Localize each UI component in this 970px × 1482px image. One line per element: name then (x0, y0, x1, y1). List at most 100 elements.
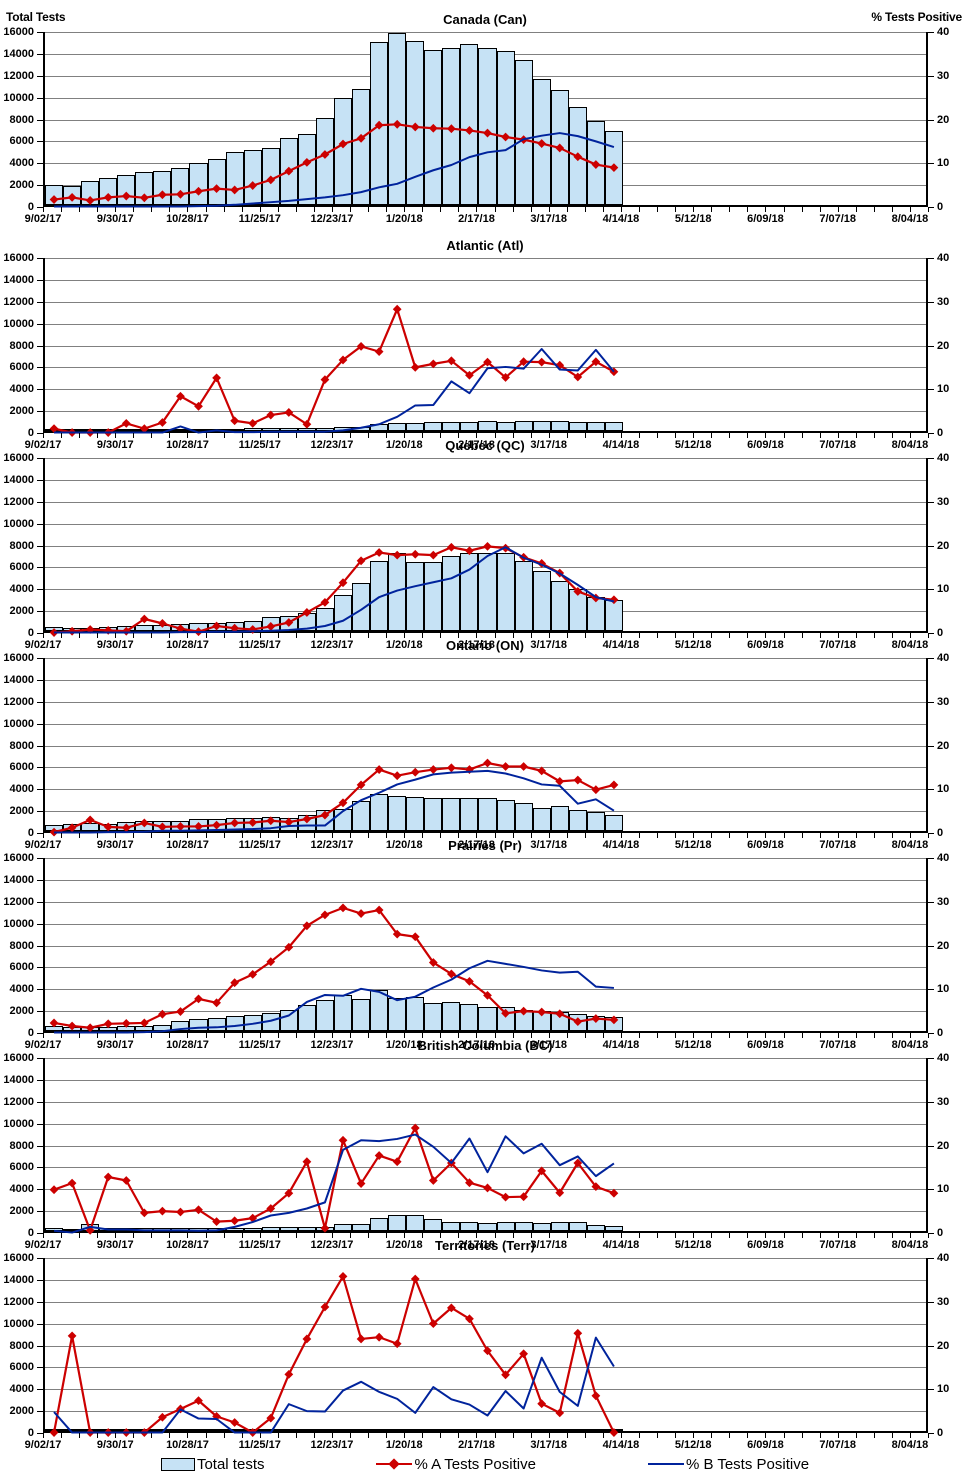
x-tick (277, 1033, 279, 1038)
x-tick (548, 207, 550, 212)
bar-swatch-icon (160, 1457, 195, 1471)
y-label-right: 0 (937, 1427, 944, 1439)
x-tick (783, 1033, 785, 1038)
x-axis-label: 9/30/17 (96, 439, 134, 451)
gridline (45, 680, 926, 681)
bar (388, 423, 407, 431)
x-axis-label: 12/23/17 (310, 639, 354, 651)
x-tick (891, 1433, 893, 1438)
y-tick-right (928, 546, 934, 547)
x-tick (675, 1033, 677, 1038)
legend-item-a-positive: % A Tests Positive (376, 1456, 536, 1473)
y-tick-right (928, 76, 934, 77)
x-tick (79, 833, 81, 838)
x-tick (602, 1433, 604, 1438)
x-tick (43, 207, 44, 212)
x-axis-label: 6/09/18 (747, 1439, 784, 1451)
y-tick-left (37, 1211, 43, 1212)
x-axis-label: 1/20/18 (385, 439, 423, 451)
x-tick (295, 1233, 297, 1238)
bar (225, 429, 244, 431)
bar (586, 1429, 605, 1431)
series-a-marker (392, 550, 402, 560)
x-axis-label: 8/04/18 (891, 1239, 929, 1251)
bar (315, 428, 334, 431)
series-a-marker (230, 1418, 240, 1427)
x-axis-label: 10/28/17 (166, 439, 209, 451)
legend-label-b-positive: % B Tests Positive (685, 1455, 810, 1473)
series-a-marker (483, 1346, 492, 1356)
series-a-marker (428, 958, 438, 967)
x-axis-label: 2/17/18 (458, 839, 495, 851)
x-tick (115, 633, 117, 638)
series-a-line (52, 1275, 615, 1434)
gridline (45, 324, 926, 325)
x-tick (241, 433, 243, 438)
x-tick (783, 433, 785, 438)
y-label-left: 0 (27, 427, 34, 439)
y-tick-left (37, 1124, 43, 1125)
x-tick (855, 1233, 857, 1238)
bar (406, 1215, 425, 1231)
x-tick (801, 1233, 803, 1238)
bar (243, 428, 262, 431)
x-tick (205, 207, 207, 212)
x-tick (331, 1233, 333, 1238)
bar (171, 167, 190, 205)
series-a-marker (501, 373, 510, 382)
x-tick (783, 1233, 785, 1238)
series-a-marker (338, 578, 348, 588)
series-a-marker (85, 1023, 95, 1033)
x-tick (187, 633, 189, 638)
series-a-line (53, 308, 615, 434)
y-tick-left (37, 32, 43, 33)
series-a-marker (121, 823, 131, 833)
bar (478, 1006, 497, 1031)
series-a-marker (212, 184, 221, 194)
x-axis-label: 8/04/18 (891, 213, 929, 225)
x-tick (801, 207, 803, 212)
x-tick (747, 833, 749, 838)
x-tick (331, 1433, 333, 1438)
x-axis-label: 3/17/18 (530, 1439, 568, 1451)
bar (297, 1005, 316, 1031)
y-label-left: 12000 (3, 696, 34, 708)
x-tick (566, 433, 568, 438)
x-tick (584, 833, 586, 838)
bar (406, 422, 425, 431)
y-tick-right (928, 1346, 934, 1347)
series-a-marker (176, 189, 185, 199)
x-tick (259, 633, 261, 638)
x-tick (928, 833, 929, 838)
x-tick (512, 633, 514, 638)
x-axis-label: 9/02/17 (24, 439, 62, 451)
x-tick (494, 833, 496, 838)
x-tick (494, 1233, 496, 1238)
bar (568, 810, 587, 831)
bar (333, 1429, 353, 1431)
bar (478, 552, 497, 631)
y-tick-right (928, 258, 934, 259)
blue-line-icon (647, 1457, 684, 1471)
series-a-marker (609, 780, 619, 790)
series-a-marker (483, 758, 492, 768)
x-axis-label: 1/20/18 (385, 213, 423, 225)
x-axis-label: 6/09/18 (747, 1039, 784, 1051)
series-a-marker (67, 1021, 77, 1031)
y-tick-left (37, 789, 43, 790)
y-label-left: 10000 (3, 518, 34, 530)
x-tick (331, 833, 333, 838)
y-tick-left (37, 902, 43, 903)
gridline (45, 702, 926, 703)
series-a-marker (320, 1302, 330, 1312)
x-tick (512, 1033, 514, 1038)
y-label-left: 14000 (3, 474, 34, 486)
x-tick (422, 633, 424, 638)
bar (478, 798, 497, 831)
x-tick (819, 1433, 821, 1438)
series-a-marker (356, 1334, 366, 1344)
x-tick (566, 1233, 568, 1238)
x-tick (61, 1033, 63, 1038)
x-tick (657, 1233, 659, 1238)
